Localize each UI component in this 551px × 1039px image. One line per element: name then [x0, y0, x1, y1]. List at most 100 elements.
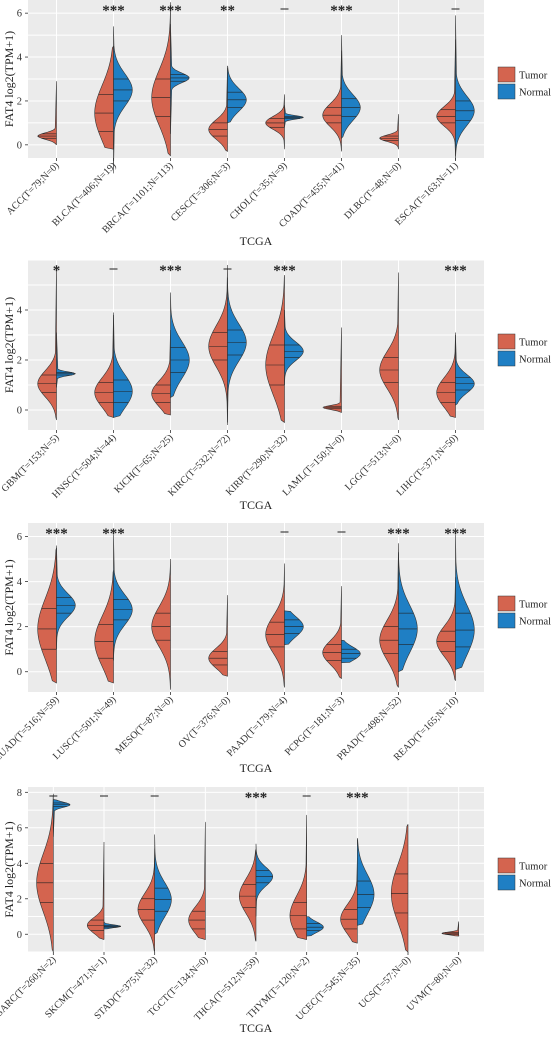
legend-swatch-tumor: [497, 333, 516, 350]
significance-7: ***: [387, 526, 410, 542]
violin-tumor-6: [322, 586, 342, 680]
legend: Tumor Normal: [497, 857, 551, 891]
violin-tumor-8: [436, 332, 456, 418]
significance-1: ***: [45, 526, 68, 542]
x-tick-label-4: KIRC(T=532;N=72): [166, 432, 232, 498]
violin-normal-7: [398, 552, 418, 673]
significance-3: ***: [159, 263, 182, 279]
y-tick-label: 0: [17, 406, 22, 417]
x-tick-label-3: MESO(T=87;N=0): [114, 694, 176, 756]
y-tick-label: 2: [17, 96, 22, 107]
x-tick-label-8: ESCA(T=163;N=11): [393, 160, 460, 227]
legend-label-tumor: Tumor: [519, 71, 548, 82]
significance-2: ***: [102, 526, 125, 542]
x-tick-label-6: COAD(T=455;N=41): [277, 160, 347, 230]
y-axis-label: FAT4 log2(TPM+1): [2, 559, 16, 655]
violin-normal-8: [455, 334, 475, 406]
plot-background: [28, 523, 484, 692]
legend-label-normal: Normal: [519, 88, 551, 99]
x-tick-label-8: LIHC(T=371;N=50): [395, 432, 461, 498]
x-tick-label-5: CHOL(T=35;N=9): [228, 160, 290, 222]
y-tick-label: 6: [17, 532, 22, 543]
significance-8: ***: [444, 263, 467, 279]
legend: Tumor Normal: [497, 333, 551, 367]
significance-2: ***: [102, 3, 125, 19]
x-tick-label-7: LGG(T=513;N=0): [343, 432, 404, 493]
legend-swatch-tumor: [497, 595, 516, 612]
violin-tumor-2: [87, 841, 105, 940]
x-tick-label-1: GBM(T=153;N=5): [0, 432, 62, 494]
y-tick-label: 2: [17, 894, 22, 905]
violin-normal-5: [284, 309, 304, 386]
violin-tumor-6: [322, 50, 342, 152]
violin-normal-2: [113, 534, 133, 661]
violin-tumor-8: [390, 824, 409, 953]
significance-5: ***: [273, 263, 296, 279]
violin-tumor-2: [94, 314, 114, 418]
violin-tumor-4: [188, 821, 206, 940]
y-tick-label: 8: [17, 788, 22, 799]
legend-label-normal: Normal: [519, 879, 551, 890]
legend-swatch-normal: [497, 83, 516, 100]
y-axis-label: FAT4 log2(TPM+1): [2, 297, 16, 393]
violin-normal-6: [341, 35, 361, 140]
x-tick-label-2: HNSC(T=504;N=44): [50, 432, 118, 500]
significance-6: ***: [330, 3, 353, 19]
violin-tumor-7: [379, 272, 399, 421]
y-tick-label: 0: [17, 140, 22, 151]
y-tick-label: 0: [17, 667, 22, 678]
x-tick-label-3: KICH(T=65;N=25): [112, 432, 175, 495]
legend-swatch-normal: [497, 350, 516, 367]
violin-normal-2: [113, 26, 133, 174]
y-tick-label: 4: [17, 859, 23, 870]
violin-normal-5: [284, 610, 304, 646]
violin-tumor-3: [151, 559, 171, 690]
violin-tumor-8: [436, 577, 456, 681]
violin-normal-5: [255, 843, 274, 917]
legend-swatch-tumor: [497, 66, 516, 83]
violin-normal-3: [170, 292, 190, 399]
x-axis-label: TCGA: [240, 761, 273, 775]
violin-tumor-7: [379, 543, 399, 688]
significance-1: *: [53, 263, 61, 279]
legend-label-tumor: Tumor: [519, 600, 548, 611]
y-tick-label: 4: [17, 306, 23, 317]
violin-normal-3: [154, 834, 172, 935]
violin-normal-7: [356, 837, 375, 926]
x-tick-label-4: CESC(T=306;N=3): [169, 160, 233, 224]
y-tick-label: 2: [17, 356, 22, 367]
significance-4: **: [220, 3, 235, 19]
x-tick-label-4: OV(T=376;N=0): [176, 694, 232, 750]
legend: Tumor Normal: [497, 66, 551, 100]
x-tick-label-1: ACC(T=79;N=0): [5, 160, 62, 217]
violin-tumor-6: [323, 327, 342, 413]
y-tick-label: 2: [17, 622, 22, 633]
violin-tumor-5: [238, 849, 257, 942]
violin-tumor-5: [265, 274, 285, 424]
x-tick-label-8: UCS(T=57;N=0): [357, 954, 413, 1010]
x-tick-label-5: KIRP(T=290;N=32): [224, 432, 290, 498]
legend: Tumor Normal: [497, 595, 551, 629]
violin-tumor-2: [94, 570, 114, 684]
y-tick-label: 0: [17, 930, 22, 941]
violin-tumor-6: [289, 814, 308, 940]
violin-tumor-4: [208, 264, 228, 426]
x-axis-label: TCGA: [240, 234, 273, 248]
x-tick-label-6: PCPG(T=181;N=3): [283, 694, 347, 758]
violin-normal-4: [227, 277, 247, 423]
legend-label-tumor: Tumor: [519, 862, 548, 873]
y-tick-label: 4: [17, 53, 23, 64]
violin-tumor-3: [137, 848, 156, 953]
legend-label-normal: Normal: [519, 617, 551, 628]
x-tick-label-2: LUSC(T=501;N=49): [51, 694, 119, 762]
y-tick-label: 4: [17, 577, 23, 588]
violin-tumor-1: [37, 264, 57, 421]
x-tick-label-9: UVM(T=80;N=0): [405, 954, 464, 1013]
legend-swatch-normal: [497, 874, 516, 891]
y-axis-label: FAT4 log2(TPM+1): [2, 821, 16, 917]
